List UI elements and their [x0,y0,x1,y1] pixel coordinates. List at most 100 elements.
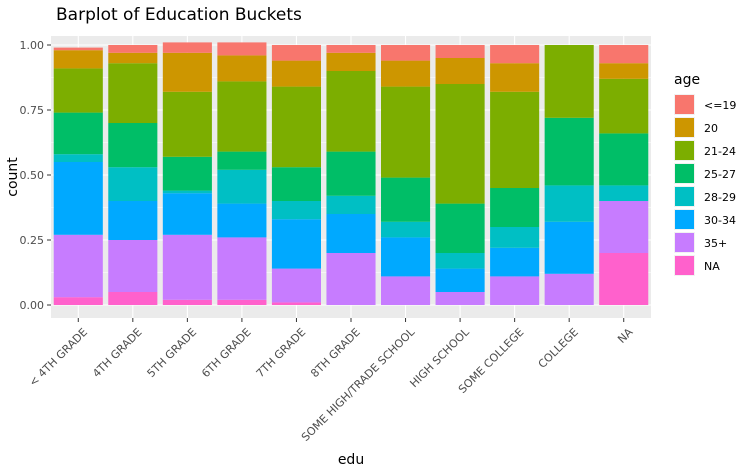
bar-segment-28-29 [326,195,376,214]
bar-segment-30-34 [53,162,103,235]
legend-label: <=19 [704,99,736,112]
bar-segment-35- [162,234,212,300]
bar-segment-21-24 [108,63,158,123]
bar-segment-28-29 [381,221,431,238]
bar-segment--19 [217,42,267,56]
legend-label: 28-29 [704,191,736,204]
bar-segment-25-27 [271,167,321,201]
bar-segment-20 [162,52,212,92]
bar-segment-21-24 [162,91,212,157]
bar-segment-25-27 [544,117,594,186]
bar-segment-21-24 [326,71,376,152]
bar-segment-30-34 [490,247,540,277]
legend-label: 30-34 [704,214,736,227]
y-tick-label: 0.00 [20,299,45,312]
x-tick-label: NA [615,325,636,346]
bar-segment-na [599,253,649,305]
bar-segment-28-29 [599,185,649,201]
bar-segment-28-29 [53,154,103,162]
bar-segment-35- [435,292,485,305]
legend-swatch [675,141,694,160]
y-tick-label: 0.75 [20,104,45,117]
bar-segment-35- [599,201,649,253]
legend-swatch [675,95,694,114]
bar-segment--19 [271,45,321,61]
bar-segment-30-34 [271,219,321,269]
bar-segment-25-27 [108,123,158,168]
bar-segment--19 [53,47,103,51]
x-tick-label: 8TH GRADE [308,326,363,381]
x-axis: < 4TH GRADE 4TH GRADE 5TH GRADE 6TH GRADE 7T… [26,318,636,444]
bar-segment-20 [326,52,376,71]
bar-segment--19 [326,45,376,53]
legend-swatch [675,118,694,137]
bar-segment-21-24 [490,91,540,188]
x-axis-title: edu [338,452,364,468]
x-tick-label: COLLEGE [536,326,581,371]
bar-segment-na [108,292,158,305]
legend-label: 35+ [704,237,727,250]
bar-segment-25-27 [599,133,649,186]
bar-segment-35- [271,268,321,303]
x-tick-label: 4TH GRADE [90,326,145,381]
legend-title: age [674,72,700,88]
bar-segment-25-27 [162,156,212,191]
bar-segment-20 [381,60,431,87]
legend: age <=19 20 21-24 25-27 28-29 30-34 35+ NA [674,72,736,276]
bar-segment-20 [271,60,321,87]
bar-segment-28-29 [162,190,212,194]
y-tick-label: 1.00 [20,39,45,52]
bar-segment-28-29 [490,227,540,248]
bar-segment-na [53,297,103,305]
bar-segment-35- [490,276,540,305]
bar-segment--19 [162,42,212,53]
x-tick-label: 7TH GRADE [254,326,309,381]
legend-swatch [675,256,694,275]
bar-segment-30-34 [381,237,431,277]
bar-segment-30-34 [435,268,485,292]
bar-segment--19 [490,45,540,64]
x-tick-label: < 4TH GRADE [26,326,90,390]
x-tick-label: 5TH GRADE [145,326,200,381]
legend-label: 20 [704,122,718,135]
bar-segment-35- [544,273,594,305]
bar-segment-21-24 [53,68,103,113]
bar-segment-21-24 [599,78,649,134]
legend-swatch [675,187,694,206]
y-tick-label: 0.50 [20,169,45,182]
bar-segment-35- [217,237,267,300]
bar-segment-28-29 [108,167,158,201]
bar-segment-21-24 [435,84,485,204]
bar-segment-21-24 [271,86,321,168]
bar-segment-20 [217,55,267,82]
bar-segment-na [217,299,267,305]
bar-segment-na [162,299,212,305]
bar-segment-35- [326,253,376,305]
bar-segment-20 [435,58,485,84]
bar-segment-na [271,302,321,305]
bar-segment-28-29 [435,253,485,269]
bar-segment-25-27 [53,112,103,155]
bar-segment-20 [599,63,649,79]
bar-segment-30-34 [162,193,212,235]
bar-segment-30-34 [544,221,594,274]
bar-segment-28-29 [217,169,267,204]
bar-segment-28-29 [544,185,594,222]
bar-segment--19 [108,45,158,53]
y-axis-title: count [5,157,21,197]
bar-segment--19 [381,45,431,61]
x-tick-label: SOME HIGH/TRADE SCHOOL [299,325,418,444]
legend-swatch [675,210,694,229]
bar-segment-30-34 [326,214,376,253]
bar-segment-20 [53,50,103,69]
y-axis: 0.00 0.25 0.50 0.75 1.00 [20,39,51,312]
bar-segment-30-34 [108,201,158,240]
bar-segment-30-34 [217,203,267,238]
bar-segment--19 [435,45,485,58]
bar-segment-25-27 [490,188,540,227]
bar-segment-20 [108,52,158,64]
legend-label: 25-27 [704,168,736,181]
chart-title: Barplot of Education Buckets [56,5,302,25]
legend-label: 21-24 [704,145,736,158]
